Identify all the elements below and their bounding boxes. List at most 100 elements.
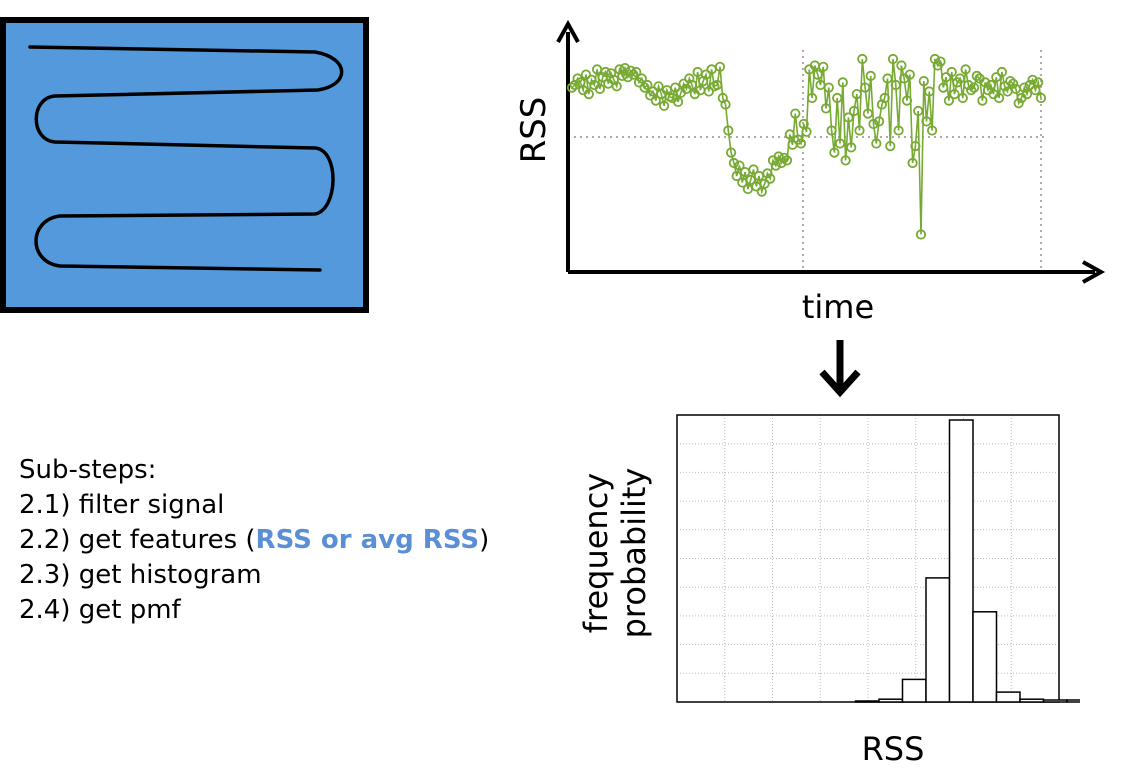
rss-data-point xyxy=(832,92,843,104)
histogram-xlabel: RSS xyxy=(862,730,925,768)
rss-data-point xyxy=(954,73,966,84)
rss-data-point xyxy=(745,174,756,185)
rss-series xyxy=(566,53,1047,240)
rss-data-point xyxy=(949,89,960,100)
rss-data-point xyxy=(658,100,670,111)
rss-data-point xyxy=(600,66,611,78)
rss-data-point xyxy=(731,170,742,182)
rss-data-point xyxy=(770,160,781,171)
rss-data-point xyxy=(918,76,929,87)
rss-data-point xyxy=(848,105,860,117)
room-floorplan xyxy=(0,17,369,313)
rss-data-point xyxy=(873,116,885,127)
rss-data-point xyxy=(759,178,770,189)
rss-data-point xyxy=(935,56,946,67)
rss-data-point xyxy=(904,69,915,80)
rss-data-point xyxy=(851,89,862,100)
substep-get-features-suffix: ) xyxy=(479,525,490,555)
rss-data-point xyxy=(1021,89,1033,100)
timeseries-axes xyxy=(556,19,1106,284)
rss-data-point xyxy=(642,79,653,91)
rss-data-point xyxy=(887,53,899,65)
rss-data-point xyxy=(670,82,681,93)
room-rectangle xyxy=(0,17,369,313)
rss-data-point xyxy=(915,229,927,240)
histogram-bar xyxy=(878,698,904,703)
rss-histogram: frequency probability RSS xyxy=(577,414,1080,768)
rss-data-point xyxy=(820,103,832,114)
walking-path xyxy=(28,45,344,272)
rss-data-point xyxy=(712,79,723,91)
rss-data-point xyxy=(960,64,971,75)
rss-data-point xyxy=(795,138,807,149)
rss-data-point xyxy=(812,69,823,80)
rss-data-point xyxy=(594,83,606,95)
rss-timeseries-plot: RSS time xyxy=(514,19,1106,326)
rss-data-point xyxy=(854,125,865,136)
rss-data-point xyxy=(597,72,608,83)
rss-data-point xyxy=(913,105,924,117)
rss-data-point xyxy=(846,142,857,153)
rss-data-point xyxy=(865,70,876,82)
rss-data-point xyxy=(1007,78,1019,89)
substep-get-features-prefix: 2.2) get features ( xyxy=(19,525,256,555)
rss-data-point xyxy=(882,73,893,84)
substep-filter-signal: 2.1) filter signal xyxy=(19,490,225,520)
rss-data-point xyxy=(829,147,840,158)
rss-data-point xyxy=(818,61,829,72)
rss-data-point xyxy=(926,125,938,136)
rss-data-point xyxy=(946,66,957,78)
rss-data-point xyxy=(985,79,996,91)
rss-data-point xyxy=(1033,77,1044,88)
rss-data-point xyxy=(901,95,913,106)
rss-data-point xyxy=(843,112,854,123)
rss-data-point xyxy=(896,60,907,71)
rss-data-point xyxy=(1027,74,1038,85)
rss-data-point xyxy=(938,82,949,93)
histogram-bar xyxy=(901,678,927,703)
rss-data-point xyxy=(963,79,974,91)
rss-data-point xyxy=(806,92,818,104)
rss-data-point xyxy=(910,141,921,152)
rss-data-point xyxy=(977,95,988,106)
rss-data-point xyxy=(728,157,740,169)
rss-data-point xyxy=(840,155,851,166)
rss-data-point xyxy=(996,66,1008,78)
substeps-heading: Sub-steps: xyxy=(19,455,157,485)
histogram-bar xyxy=(1019,698,1045,703)
histogram-bar xyxy=(995,691,1021,703)
rss-data-point xyxy=(857,53,868,65)
rss-data-point xyxy=(580,69,592,80)
rss-data-point xyxy=(748,164,759,175)
substep-get-histogram: 2.3) get histogram xyxy=(19,560,262,590)
rss-data-point xyxy=(611,81,622,92)
rss-data-point xyxy=(921,116,932,127)
rss-data-point xyxy=(893,125,904,136)
rss-data-point xyxy=(720,99,731,110)
rss-data-point xyxy=(639,82,650,93)
rss-data-point xyxy=(991,72,1002,83)
histogram-bar xyxy=(948,419,974,703)
rss-data-point xyxy=(834,138,846,149)
rss-data-point xyxy=(868,118,879,130)
rss-data-point xyxy=(957,92,968,104)
substeps-list: Sub-steps: 2.1) filter signal 2.2) get f… xyxy=(19,453,489,628)
rss-data-point xyxy=(966,85,977,96)
histogram-bar xyxy=(972,611,998,703)
rss-data-point xyxy=(862,108,874,119)
histogram-bars xyxy=(854,419,1080,703)
rss-data-point xyxy=(714,61,726,72)
histogram-bar xyxy=(1042,699,1068,703)
rss-data-point xyxy=(566,82,578,93)
rss-data-point xyxy=(762,168,773,179)
timeseries-ylabel: RSS xyxy=(514,97,554,164)
rss-data-point xyxy=(826,125,837,136)
rss-data-point xyxy=(885,141,896,152)
features-highlight: RSS or avg RSS xyxy=(255,525,480,555)
timeseries-xlabel: time xyxy=(802,288,874,326)
rss-data-point xyxy=(801,126,812,137)
histogram-bar xyxy=(854,700,880,703)
rss-data-point xyxy=(700,69,712,80)
rss-data-point xyxy=(619,62,631,74)
histogram-ylabel-frequency: frequency xyxy=(577,473,615,634)
